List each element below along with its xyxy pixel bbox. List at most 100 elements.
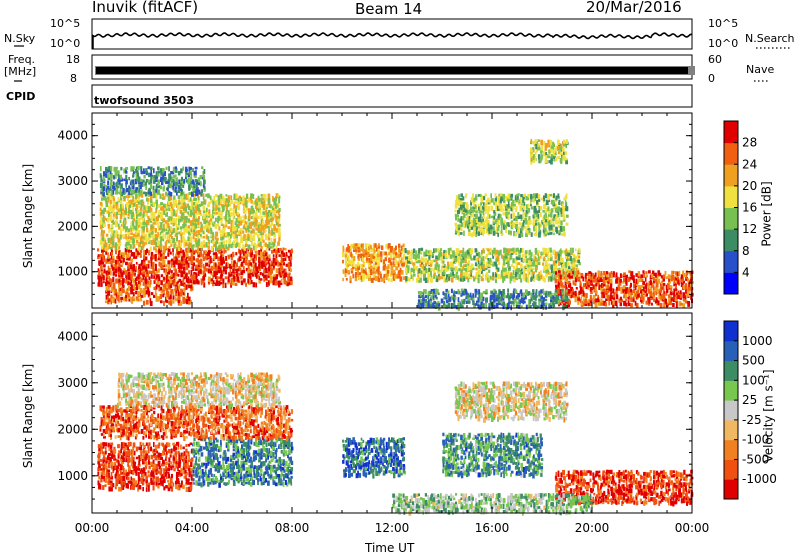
power-cell bbox=[398, 248, 400, 253]
power-cell bbox=[562, 250, 565, 253]
power-cell bbox=[181, 177, 183, 181]
power-cell bbox=[155, 254, 157, 259]
power-cell bbox=[510, 248, 512, 251]
power-cell bbox=[606, 271, 608, 274]
power-cell bbox=[658, 279, 660, 284]
power-cell bbox=[107, 296, 109, 300]
power-cell bbox=[163, 277, 165, 280]
power-cell bbox=[138, 218, 141, 222]
power-cell bbox=[167, 252, 169, 256]
power-cell bbox=[143, 175, 145, 179]
power-cell bbox=[518, 262, 521, 265]
power-cell bbox=[422, 270, 425, 274]
power-cell bbox=[186, 216, 188, 219]
power-cell bbox=[497, 268, 499, 272]
power-cell bbox=[188, 276, 190, 281]
power-cell bbox=[218, 244, 220, 249]
power-cell bbox=[512, 248, 514, 251]
power-cell bbox=[170, 202, 172, 207]
power-cell bbox=[668, 279, 670, 282]
power-cell bbox=[465, 268, 467, 272]
power-cell bbox=[555, 227, 558, 232]
power-cell bbox=[185, 167, 187, 172]
power-cell bbox=[285, 269, 287, 273]
power-cell bbox=[217, 257, 220, 262]
power-cell bbox=[110, 166, 112, 171]
power-cell bbox=[485, 303, 487, 308]
power-cell bbox=[156, 206, 158, 210]
power-cell bbox=[610, 279, 613, 284]
power-cell bbox=[516, 206, 518, 210]
power-cell bbox=[203, 214, 205, 219]
power-cell bbox=[431, 295, 433, 299]
power-cell bbox=[208, 209, 210, 214]
power-cell bbox=[393, 258, 395, 261]
power-cell bbox=[535, 248, 537, 253]
power-cell bbox=[271, 238, 273, 244]
power-cell bbox=[551, 224, 553, 229]
power-cell bbox=[512, 222, 515, 228]
power-cell bbox=[133, 256, 136, 259]
power-cell bbox=[490, 258, 492, 262]
power-cell bbox=[555, 271, 557, 275]
power-cell bbox=[400, 276, 403, 281]
power-cell bbox=[605, 302, 607, 306]
power-cell bbox=[370, 245, 372, 249]
power-cell bbox=[460, 258, 462, 261]
power-cell bbox=[533, 193, 535, 198]
power-cell bbox=[255, 263, 257, 268]
power-cell bbox=[205, 274, 207, 277]
power-cell bbox=[535, 223, 537, 226]
power-cell bbox=[566, 223, 569, 226]
power-cell bbox=[120, 260, 122, 263]
power-cell bbox=[100, 282, 103, 287]
power-cell bbox=[486, 262, 488, 267]
power-cell bbox=[480, 194, 482, 197]
power-cell bbox=[140, 277, 142, 280]
power-cell bbox=[281, 279, 283, 283]
power-cell bbox=[553, 221, 555, 225]
nsky-trace bbox=[92, 33, 692, 39]
power-cell bbox=[470, 219, 472, 222]
power-cell bbox=[240, 234, 242, 239]
power-cell bbox=[607, 284, 609, 288]
power-cell bbox=[273, 238, 276, 242]
power-cell bbox=[160, 186, 163, 190]
power-cell bbox=[540, 206, 543, 210]
power-cell bbox=[480, 214, 482, 219]
power-cell bbox=[203, 180, 206, 185]
power-cell bbox=[117, 206, 119, 209]
power-cell bbox=[203, 240, 205, 245]
power-cell bbox=[203, 205, 206, 210]
power-cell bbox=[210, 228, 212, 231]
power-cell bbox=[228, 210, 230, 214]
power-cell bbox=[162, 193, 164, 196]
power-cell bbox=[348, 256, 350, 261]
power-cell bbox=[145, 185, 147, 190]
power-cell bbox=[273, 224, 275, 227]
power-cell bbox=[437, 289, 439, 293]
power-cell bbox=[670, 285, 673, 288]
power-cell bbox=[448, 248, 450, 253]
power-cell bbox=[178, 260, 181, 264]
power-cell bbox=[106, 234, 108, 237]
power-cell bbox=[147, 274, 149, 277]
power-cell bbox=[205, 263, 208, 267]
power-cell bbox=[258, 238, 260, 241]
power-cell bbox=[242, 215, 245, 218]
power-cell bbox=[147, 216, 149, 220]
power-cell bbox=[200, 259, 203, 265]
power-cell bbox=[523, 274, 526, 278]
power-cell bbox=[512, 200, 515, 204]
power-cell bbox=[275, 214, 277, 217]
power-cell bbox=[160, 300, 163, 303]
power-cell bbox=[181, 216, 183, 221]
power-cell bbox=[518, 254, 521, 257]
power-cell bbox=[101, 232, 103, 236]
power-cell bbox=[457, 289, 459, 294]
power-cell bbox=[146, 264, 148, 267]
power-cell bbox=[678, 271, 680, 276]
power-cell bbox=[520, 264, 523, 268]
power-cell bbox=[132, 179, 134, 183]
power-cell bbox=[157, 189, 160, 195]
